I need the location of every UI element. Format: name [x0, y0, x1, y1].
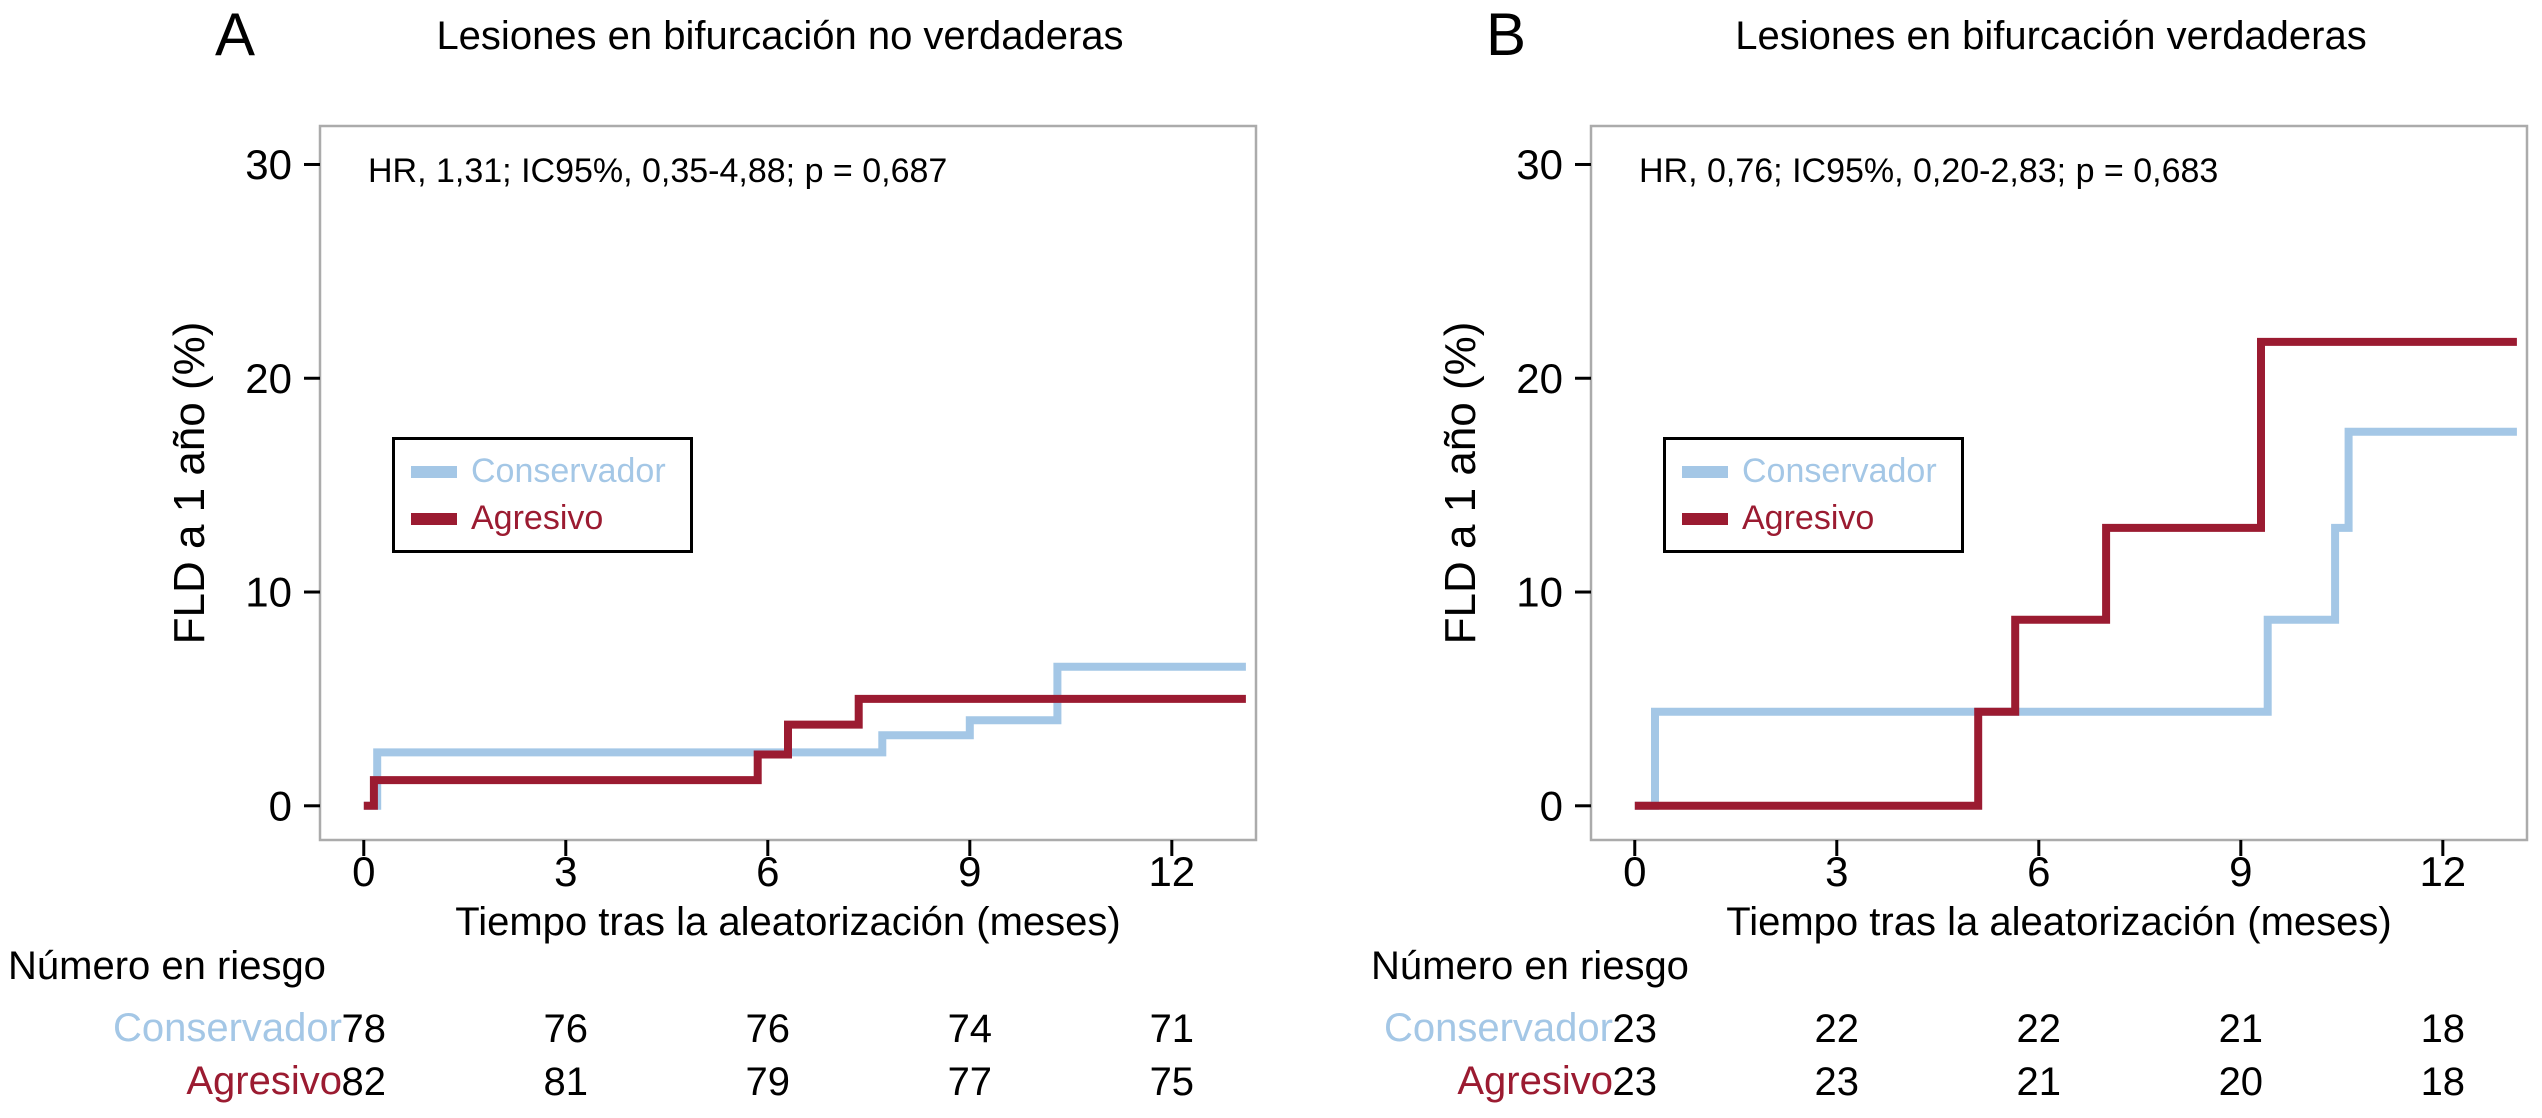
y-axis-label-b: FLD a 1 año (%): [1436, 321, 1485, 645]
risk-count: 23: [1613, 1007, 1658, 1051]
plot-area-b: 0 10 20 30 0 3 6 9 12 23 22 22 21 18 23 23 21 20 18: [1516, 124, 2529, 1104]
x-tick-label: 3: [554, 848, 577, 895]
conservador-line-swatch: [1682, 465, 1728, 478]
x-tick-label: 3: [1825, 848, 1848, 895]
x-tick-label: 12: [1148, 848, 1195, 895]
legend-label-conservador: Conservador: [471, 452, 666, 490]
panel-b: 0 10 20 30 0 3 6 9 12 23 22 22 21 18 23 23 21 20 18 B Lesi…: [1271, 0, 2542, 1118]
y-tick-label: 20: [1516, 355, 1563, 402]
risk-count: 75: [1150, 1060, 1195, 1104]
risk-row-label-agresivo: Agresivo: [186, 1059, 342, 1103]
series-line-agresivo: [1634, 337, 2517, 810]
risk-count: 20: [2219, 1060, 2264, 1104]
y-tick-label: 10: [1516, 569, 1563, 616]
panel-a: 0 10 20 30 0 3 6 9 12 78 76 76 74 71 82 81 79 77 75 A Lesi…: [8, 1, 1258, 1104]
series-lines: [363, 662, 1246, 810]
risk-count: 78: [342, 1007, 387, 1051]
risk-count: 82: [342, 1060, 387, 1104]
x-axis-label-a: Tiempo tras la aleatorización (meses): [455, 900, 1121, 944]
series-line-conservador: [1634, 427, 2517, 810]
legend-label-conservador: Conservador: [1742, 452, 1937, 490]
risk-count: 71: [1150, 1007, 1195, 1051]
risk-count: 22: [1815, 1007, 1860, 1051]
risk-count: 81: [544, 1060, 589, 1104]
risk-count: 22: [2017, 1007, 2062, 1051]
panel-title-b: Lesiones en bifurcación verdaderas: [1735, 14, 2367, 58]
risk-row-label-conservador: Conservador: [1383, 1006, 1613, 1050]
panel-letter-a: A: [215, 1, 257, 68]
y-tick-label: 30: [245, 141, 292, 188]
risk-counts: 78 76 76 74 71 82 81 79 77 75: [342, 1007, 1195, 1104]
risk-row-label-conservador: Conservador: [112, 1006, 342, 1050]
risk-count: 23: [1815, 1060, 1860, 1104]
agresivo-line-swatch: [411, 512, 457, 525]
risk-table-title-b: Número en riesgo: [1371, 944, 1689, 988]
legend-item-agresivo: Agresivo: [1682, 499, 1937, 538]
risk-count: 18: [2421, 1007, 2466, 1051]
y-tick-label: 20: [245, 355, 292, 402]
series-lines: [1634, 337, 2517, 810]
plot-frame: [318, 124, 1258, 842]
hr-annotation-b: HR, 0,76; IC95%, 0,20-2,83; p = 0,683: [1639, 152, 2219, 190]
y-tick-label: 0: [1540, 782, 1563, 829]
legend-item-conservador: Conservador: [1682, 452, 1937, 491]
risk-count: 76: [544, 1007, 589, 1051]
risk-table-title-a: Número en riesgo: [8, 944, 326, 988]
y-axis-ticks: 0 10 20 30: [1516, 141, 1591, 829]
legend-b: Conservador Agresivo: [1663, 437, 1964, 553]
panel-title-a: Lesiones en bifurcación no verdaderas: [436, 14, 1124, 58]
legend-label-agresivo: Agresivo: [1742, 499, 1875, 537]
x-axis-label-b: Tiempo tras la aleatorización (meses): [1726, 900, 2392, 944]
panel-letter-b: B: [1486, 1, 1528, 68]
x-tick-label: 0: [352, 848, 375, 895]
y-axis-label-a: FLD a 1 año (%): [165, 321, 214, 645]
y-tick-label: 0: [269, 782, 292, 829]
legend-item-agresivo: Agresivo: [411, 499, 666, 538]
x-tick-label: 9: [2229, 848, 2252, 895]
x-tick-label: 6: [756, 848, 779, 895]
series-line-agresivo: [363, 694, 1246, 810]
y-tick-label: 30: [1516, 141, 1563, 188]
risk-counts: 23 22 22 21 18 23 23 21 20 18: [1613, 1007, 2466, 1104]
legend-item-conservador: Conservador: [411, 452, 666, 491]
risk-count: 21: [2017, 1060, 2062, 1104]
risk-count: 21: [2219, 1007, 2264, 1051]
x-tick-label: 9: [958, 848, 981, 895]
plot-frame: [1589, 124, 2529, 842]
hr-annotation-a: HR, 1,31; IC95%, 0,35-4,88; p = 0,687: [368, 152, 948, 190]
legend-a: Conservador Agresivo: [392, 437, 693, 553]
x-tick-label: 12: [2419, 848, 2466, 895]
risk-count: 23: [1613, 1060, 1658, 1104]
risk-row-label-agresivo: Agresivo: [1457, 1059, 1613, 1103]
x-tick-label: 0: [1623, 848, 1646, 895]
risk-count: 76: [746, 1007, 791, 1051]
y-tick-label: 10: [245, 569, 292, 616]
conservador-line-swatch: [411, 465, 457, 478]
x-axis-ticks: 0 3 6 9 12: [1623, 840, 2466, 895]
x-tick-label: 6: [2027, 848, 2050, 895]
agresivo-line-swatch: [1682, 512, 1728, 525]
series-line-conservador: [363, 662, 1246, 810]
risk-count: 77: [948, 1060, 993, 1104]
legend-label-agresivo: Agresivo: [471, 499, 604, 537]
plot-area-a: 0 10 20 30 0 3 6 9 12 78 76 76 74 71 82 81 79 77 75: [245, 124, 1258, 1104]
risk-count: 18: [2421, 1060, 2466, 1104]
y-axis-ticks: 0 10 20 30: [245, 141, 320, 829]
risk-count: 74: [948, 1007, 993, 1051]
risk-count: 79: [746, 1060, 791, 1104]
x-axis-ticks: 0 3 6 9 12: [352, 840, 1195, 895]
